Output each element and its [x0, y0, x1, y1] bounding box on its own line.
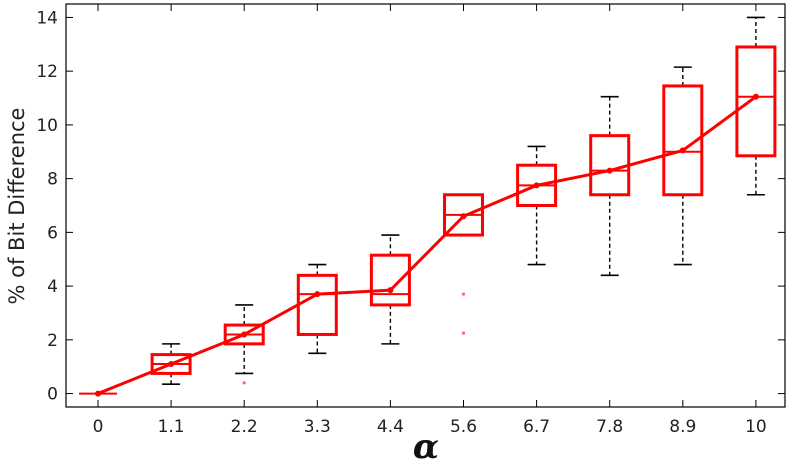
mean-point-10 — [752, 93, 759, 100]
mean-point-5.6 — [460, 213, 467, 220]
mean-point-3.3 — [314, 291, 321, 298]
boxes-layer — [79, 45, 777, 395]
ticks-layer: 0 2 4 6 8 10 12 14 0 1.1 2.2 3.3 4.4 5.6 6.7 7.8 8.9 10 — [36, 4, 785, 437]
outliers-layer — [242, 292, 466, 385]
y-axis-label: % of Bit Difference — [5, 108, 29, 305]
outlier-point-2.2-0 — [242, 381, 246, 385]
mean-line-layer — [95, 93, 759, 397]
x-tick-label-4.4: 4.4 — [377, 417, 404, 437]
plot-area-frame — [65, 3, 786, 408]
box-7.8 — [589, 134, 631, 197]
y-tick-label-10: 10 — [36, 116, 58, 136]
x-tick-label-8.9: 8.9 — [669, 417, 696, 437]
box-4.4 — [369, 253, 411, 307]
x-axis-label: α — [413, 427, 439, 463]
whiskers-layer — [162, 16, 765, 385]
y-tick-label-8: 8 — [47, 170, 58, 190]
box-10 — [735, 45, 777, 158]
mean-point-0 — [95, 390, 101, 397]
y-tick-label-0: 0 — [47, 385, 58, 405]
y-tick-label-12: 12 — [36, 62, 58, 82]
x-tick-label-3.3: 3.3 — [304, 417, 331, 437]
y-tick-label-2: 2 — [47, 331, 58, 351]
outlier-point-5.6-2 — [461, 331, 466, 335]
x-tick-label-10: 10 — [745, 417, 767, 437]
box-3.3 — [296, 273, 338, 336]
x-tick-label-2.2: 2.2 — [231, 417, 258, 437]
x-tick-label-5.6: 5.6 — [450, 417, 477, 437]
mean-point-1.1 — [168, 361, 175, 368]
y-tick-label-4: 4 — [47, 277, 58, 297]
y-tick-label-14: 14 — [36, 8, 58, 28]
x-tick-label-7.8: 7.8 — [596, 417, 623, 437]
mean-point-2.2 — [241, 331, 248, 338]
x-tick-label-0: 0 — [93, 417, 104, 437]
mean-point-6.7 — [533, 182, 540, 189]
x-tick-label-6.7: 6.7 — [523, 417, 550, 437]
mean-point-7.8 — [606, 167, 613, 174]
box-8.9 — [662, 84, 704, 197]
mean-trend-line — [97, 95, 757, 395]
mean-point-4.4 — [387, 287, 394, 294]
y-tick-label-6: 6 — [47, 223, 58, 243]
outlier-point-5.6-1 — [461, 292, 466, 296]
mean-point-8.9 — [679, 147, 686, 154]
x-tick-label-1.1: 1.1 — [158, 417, 185, 437]
